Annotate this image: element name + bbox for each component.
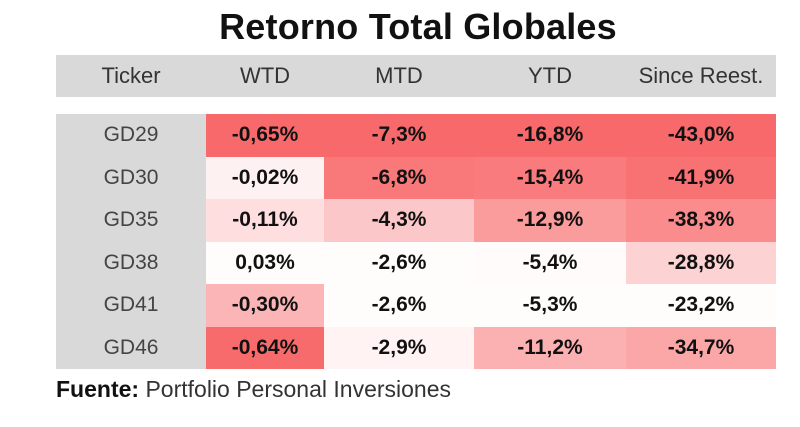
ticker-cell: GD35 bbox=[56, 199, 206, 242]
column-header-ytd: YTD bbox=[528, 63, 572, 88]
ticker-cell: GD41 bbox=[56, 284, 206, 327]
table-body: GD29 -0,65% -7,3% -16,8% -43,0% GD30 -0,02% -6,… bbox=[56, 114, 776, 369]
table-row: GD46 -0,64% -2,9% -11,2% -34,7% bbox=[56, 326, 776, 369]
since-reest-cell: -41,9% bbox=[626, 156, 776, 199]
mtd-cell: -2,6% bbox=[324, 284, 474, 327]
ticker-cell: GD29 bbox=[56, 114, 206, 157]
column-header-wtd: WTD bbox=[239, 63, 291, 88]
ticker-cell: GD46 bbox=[56, 326, 206, 369]
source-text: Portfolio Personal Inversiones bbox=[145, 376, 452, 402]
since-reest-cell: -38,3% bbox=[626, 199, 776, 242]
since-reest-cell: -43,0% bbox=[626, 114, 776, 157]
chart-title: Retorno Total Globales bbox=[219, 6, 617, 47]
wtd-cell: -0,64% bbox=[206, 326, 324, 369]
mtd-cell: -2,9% bbox=[324, 326, 474, 369]
wtd-cell: -0,65% bbox=[206, 114, 324, 157]
source-note: Fuente: Portfolio Personal Inversiones bbox=[56, 376, 451, 403]
source-label: Fuente: bbox=[56, 376, 140, 402]
ticker-cell: GD30 bbox=[56, 156, 206, 199]
mtd-cell: -2,6% bbox=[324, 241, 474, 284]
ytd-cell: -5,3% bbox=[474, 284, 626, 327]
column-header-mtd: MTD bbox=[375, 63, 423, 88]
wtd-cell: -0,30% bbox=[206, 284, 324, 327]
ytd-cell: -15,4% bbox=[474, 156, 626, 199]
mtd-cell: -7,3% bbox=[324, 114, 474, 157]
ticker-cell: GD38 bbox=[56, 241, 206, 284]
wtd-cell: 0,03% bbox=[206, 241, 324, 284]
ytd-cell: -12,9% bbox=[474, 199, 626, 242]
since-reest-cell: -23,2% bbox=[626, 284, 776, 327]
column-header-since-reest: Since Reest. bbox=[638, 63, 764, 88]
wtd-cell: -0,02% bbox=[206, 156, 324, 199]
ytd-cell: -11,2% bbox=[474, 326, 626, 369]
mtd-cell: -4,3% bbox=[324, 199, 474, 242]
table-row: GD35 -0,11% -4,3% -12,9% -38,3% bbox=[56, 199, 776, 242]
wtd-cell: -0,11% bbox=[206, 199, 324, 242]
since-reest-cell: -28,8% bbox=[626, 241, 776, 284]
table-row: GD41 -0,30% -2,6% -5,3% -23,2% bbox=[56, 284, 776, 327]
table-row: GD29 -0,65% -7,3% -16,8% -43,0% bbox=[56, 114, 776, 157]
table-row: GD30 -0,02% -6,8% -15,4% -41,9% bbox=[56, 156, 776, 199]
ytd-cell: -16,8% bbox=[474, 114, 626, 157]
table-header: Ticker WTD MTD YTD Since Reest. bbox=[56, 55, 776, 97]
mtd-cell: -6,8% bbox=[324, 156, 474, 199]
column-header-ticker: Ticker bbox=[101, 63, 161, 88]
since-reest-cell: -34,7% bbox=[626, 326, 776, 369]
ytd-cell: -5,4% bbox=[474, 241, 626, 284]
table-row: GD38 0,03% -2,6% -5,4% -28,8% bbox=[56, 241, 776, 284]
